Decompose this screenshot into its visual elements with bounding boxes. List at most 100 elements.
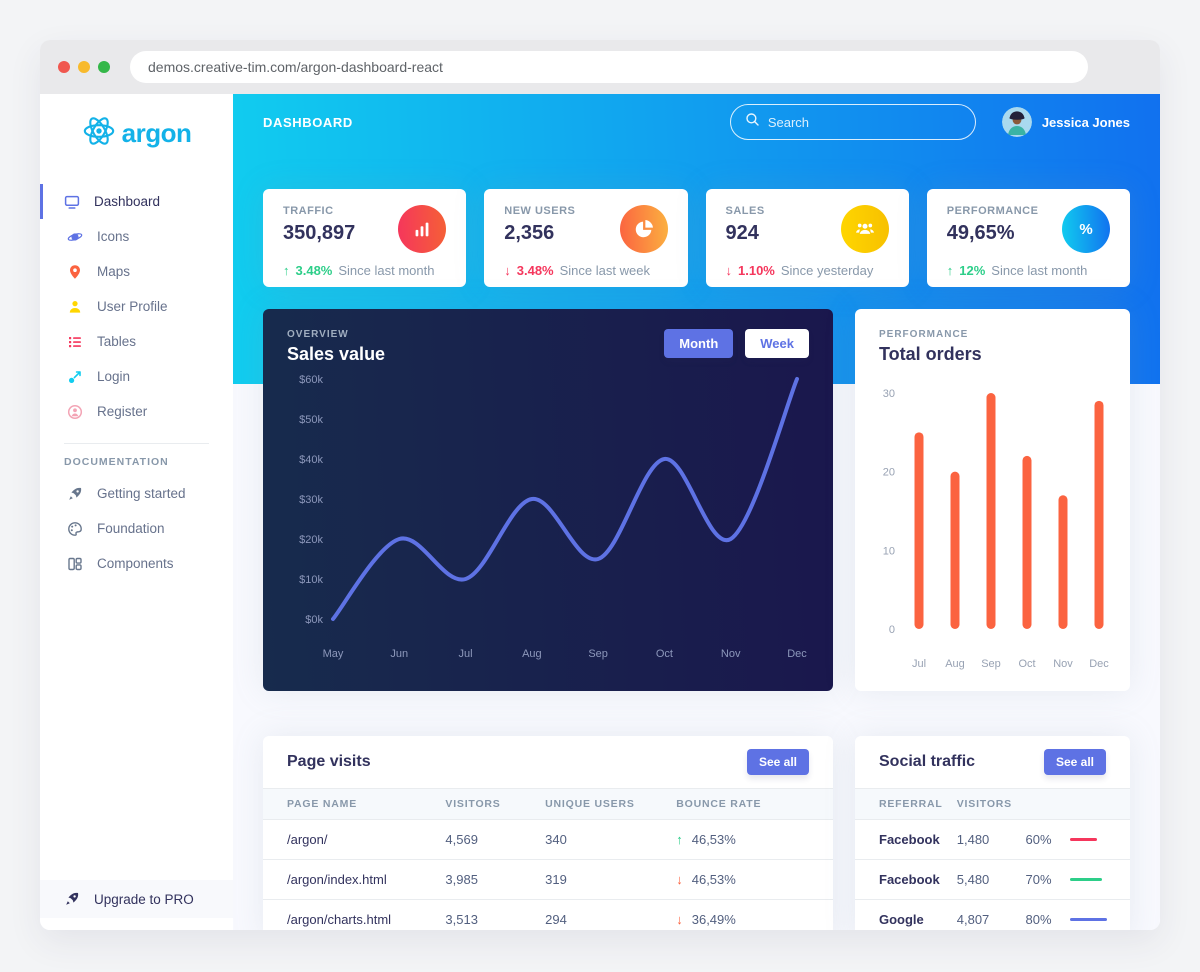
see-all-button[interactable]: See all <box>746 749 809 775</box>
trend-down-icon: ↓ <box>676 872 683 887</box>
sidebar-item-label: Components <box>97 556 174 571</box>
stat-label: SALES <box>725 205 765 217</box>
stats-row: TRAFFIC 350,897 ↑ 3.48% Since last month <box>263 189 1130 287</box>
cell-visitors: 1,480 <box>956 832 990 847</box>
svg-text:%: % <box>1079 221 1092 238</box>
svg-text:$0k: $0k <box>305 614 323 626</box>
table-row: /argon/charts.html 3,513 294 ↓ 36,49% <box>263 900 833 930</box>
cell-visitors: 3,513 <box>445 912 478 927</box>
card-title: Sales value <box>287 344 386 364</box>
sidebar-item-register[interactable]: Register <box>40 394 233 429</box>
cell-referral: Google <box>879 912 924 927</box>
charts-row: OVERVIEW Sales value Month Week $0k $10k $… <box>263 309 1130 691</box>
sidebar-item-dashboard[interactable]: Dashboard <box>40 184 233 219</box>
sidebar-item-label: Dashboard <box>94 194 161 209</box>
sidebar-item-login[interactable]: Login <box>40 359 233 394</box>
table-row: Facebook 1,480 60% <box>855 820 1130 860</box>
argon-logo[interactable]: argon <box>40 94 233 172</box>
user-circle-icon <box>67 404 83 420</box>
total-orders-card: PERFORMANCE Total orders 0 10 20 30 Jul Aug Se… <box>855 309 1130 691</box>
sidebar-item-label: Getting started <box>97 486 186 501</box>
table-title: Social traffic <box>879 753 976 770</box>
sidebar-item-label: Foundation <box>97 521 165 536</box>
cell-visitors: 4,807 <box>956 912 990 927</box>
browser-window: demos.creative-tim.com/argon-dashboard-r… <box>40 40 1160 930</box>
rocket-icon <box>67 486 83 502</box>
cell-visitors: 4,569 <box>445 832 478 847</box>
sidebar-item-tables[interactable]: Tables <box>40 324 233 359</box>
table-header: PAGE NAME VISITORS UNIQUE USERS BOUNCE R… <box>263 788 833 820</box>
sidebar-item-getting-started[interactable]: Getting started <box>40 476 233 511</box>
search-icon <box>745 112 760 132</box>
stat-period: Since last month <box>991 263 1088 278</box>
svg-text:30: 30 <box>883 388 895 400</box>
sidebar-upgrade-pro[interactable]: Upgrade to PRO <box>40 880 233 918</box>
svg-text:Oct: Oct <box>656 648 673 660</box>
sidebar-item-icons[interactable]: Icons <box>40 219 233 254</box>
trend-up-icon: ↑ <box>676 832 683 847</box>
table-title: Page visits <box>287 753 371 770</box>
col-referral: REFERRAL <box>879 798 943 810</box>
sidebar-item-foundation[interactable]: Foundation <box>40 511 233 546</box>
svg-text:Dec: Dec <box>787 648 807 660</box>
url-text: demos.creative-tim.com/argon-dashboard-r… <box>148 59 443 75</box>
sidebar-item-label: Icons <box>97 229 130 244</box>
month-button[interactable]: Month <box>664 329 734 358</box>
svg-text:Nov: Nov <box>721 648 741 660</box>
traffic-lights <box>58 61 110 73</box>
page-title: DASHBOARD <box>263 114 353 130</box>
user-menu[interactable]: Jessica Jones <box>1001 107 1130 137</box>
see-all-button[interactable]: See all <box>1043 749 1106 775</box>
trend-down-icon: ↓ <box>504 263 511 278</box>
svg-text:$30k: $30k <box>299 494 323 506</box>
documentation-heading: DOCUMENTATION <box>64 456 169 468</box>
sidebar-item-label: Maps <box>97 264 131 279</box>
progress-bar <box>1069 878 1116 881</box>
upgrade-label: Upgrade to PRO <box>94 891 194 907</box>
svg-text:Aug: Aug <box>945 658 965 670</box>
close-window-icon[interactable] <box>58 61 70 73</box>
svg-text:$10k: $10k <box>299 574 323 586</box>
svg-text:20: 20 <box>883 467 895 479</box>
search-input[interactable] <box>767 114 938 130</box>
maximize-window-icon[interactable] <box>98 61 110 73</box>
cell-page: /argon/ <box>287 832 328 847</box>
sidebar-item-components[interactable]: Components <box>40 546 233 581</box>
trend-down-icon: ↓ <box>676 912 683 927</box>
pie-chart-icon <box>619 205 668 253</box>
orders-bar-chart: 0 10 20 30 Jul Aug Sep Oct Nov Dec <box>883 388 1110 670</box>
svg-text:Jul: Jul <box>912 658 926 670</box>
sidebar-item-maps[interactable]: Maps <box>40 254 233 289</box>
col-page-name: PAGE NAME <box>287 798 358 810</box>
svg-text:May: May <box>323 648 344 660</box>
svg-text:Dec: Dec <box>1089 658 1109 670</box>
sidebar-divider <box>64 443 209 444</box>
stat-value: 350,897 <box>283 222 356 244</box>
bullet-list-icon <box>67 334 83 350</box>
users-icon <box>840 205 889 253</box>
trend-down-icon: ↓ <box>725 263 733 278</box>
search-box[interactable] <box>729 104 976 140</box>
svg-text:Jun: Jun <box>390 648 408 660</box>
monitor-icon <box>64 194 80 210</box>
sidebar-item-label: Login <box>97 369 131 384</box>
stat-card-performance: PERFORMANCE 49,65% % ↑ 12% Since last mo… <box>926 189 1130 287</box>
cell-visitors: 5,480 <box>956 872 990 887</box>
key-icon <box>67 369 83 385</box>
sidebar-item-user-profile[interactable]: User Profile <box>40 289 233 324</box>
table-header: REFERRAL VISITORS <box>855 788 1130 820</box>
svg-text:$40k: $40k <box>299 454 323 466</box>
url-bar[interactable]: demos.creative-tim.com/argon-dashboard-r… <box>130 51 1088 83</box>
table-row: Google 4,807 80% <box>855 900 1130 930</box>
cell-bounce: 36,49% <box>691 912 736 927</box>
col-unique-users: UNIQUE USERS <box>545 798 635 810</box>
minimize-window-icon[interactable] <box>78 61 90 73</box>
week-button[interactable]: Week <box>745 329 809 358</box>
stat-card-new-users: NEW USERS 2,356 ↓ 3.48% Since last week <box>484 189 688 287</box>
svg-text:Sep: Sep <box>981 658 1001 670</box>
percent-icon: % <box>1062 205 1110 253</box>
stat-card-traffic: TRAFFIC 350,897 ↑ 3.48% Since last month <box>263 189 467 287</box>
svg-text:$50k: $50k <box>299 414 323 426</box>
sidebar: argon Dashboard Icons <box>40 94 233 930</box>
